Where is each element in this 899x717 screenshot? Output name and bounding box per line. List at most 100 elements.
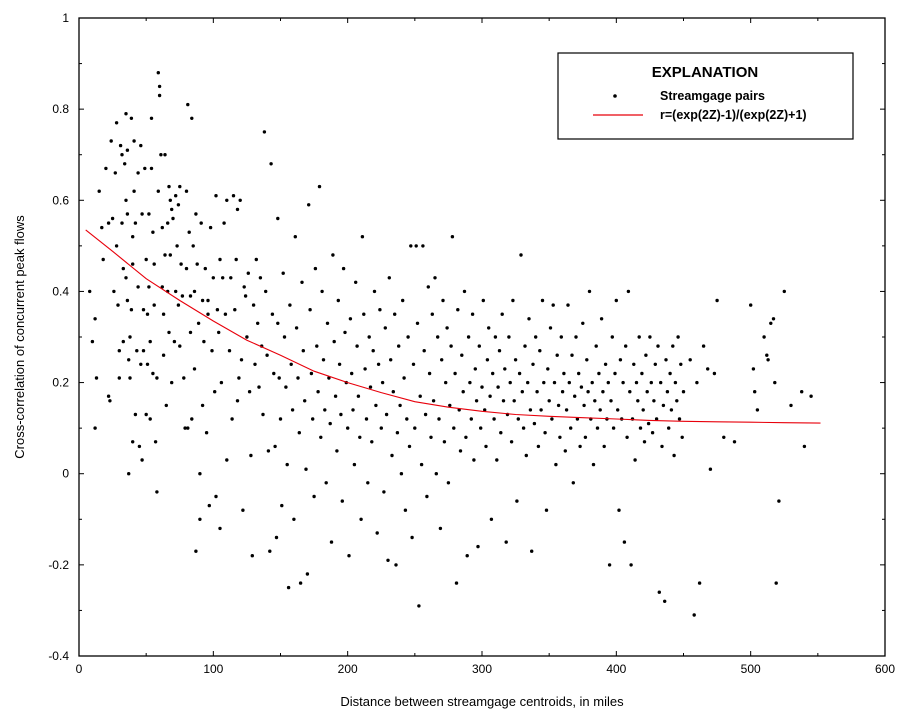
data-point <box>395 431 400 435</box>
data-point <box>132 139 136 143</box>
data-point <box>140 212 144 216</box>
data-point <box>583 435 588 439</box>
data-point <box>680 435 684 439</box>
data-point <box>208 225 213 230</box>
data-point <box>234 257 238 262</box>
data-point <box>671 344 675 348</box>
data-point <box>618 358 623 362</box>
data-point <box>444 380 448 385</box>
data-point <box>477 344 481 348</box>
data-point <box>585 358 589 362</box>
data-point <box>581 321 585 325</box>
data-point <box>186 102 190 107</box>
data-point <box>88 289 92 294</box>
data-point <box>777 499 781 503</box>
data-point <box>124 112 128 116</box>
x-tick-label: 500 <box>741 662 761 676</box>
data-point <box>223 312 228 316</box>
data-point <box>484 444 488 449</box>
legend-dot-marker <box>613 94 617 98</box>
data-point <box>269 162 273 166</box>
data-point <box>667 426 671 430</box>
data-point <box>524 453 528 458</box>
data-point <box>637 335 641 339</box>
data-point <box>774 581 778 585</box>
data-point <box>519 253 523 257</box>
data-point <box>677 417 682 421</box>
data-point <box>250 554 254 558</box>
data-point <box>214 194 218 198</box>
data-point <box>751 367 756 371</box>
data-point <box>633 458 637 462</box>
data-point <box>155 490 159 494</box>
data-point <box>773 380 777 385</box>
data-point <box>440 358 444 362</box>
data-point <box>270 312 275 316</box>
data-point <box>300 280 304 284</box>
data-point <box>560 390 565 394</box>
data-point <box>573 394 577 398</box>
data-point <box>512 399 516 403</box>
data-point <box>578 444 582 449</box>
data-point <box>532 421 537 426</box>
data-point <box>355 344 359 348</box>
data-point <box>378 308 382 312</box>
data-point <box>577 371 581 376</box>
data-point <box>200 403 205 408</box>
data-point <box>178 184 182 189</box>
x-tick-label: 100 <box>203 662 223 676</box>
data-point <box>114 121 119 125</box>
data-point <box>551 303 555 307</box>
data-point <box>336 298 340 303</box>
data-point <box>190 116 194 121</box>
data-point <box>307 203 311 207</box>
data-point <box>636 399 640 403</box>
data-point <box>657 590 661 594</box>
data-point <box>387 276 391 280</box>
data-point <box>517 371 522 376</box>
data-point <box>548 326 553 330</box>
data-point <box>476 544 480 549</box>
y-tick-label: 0.8 <box>52 102 69 116</box>
data-point <box>261 412 265 417</box>
data-point <box>595 426 600 430</box>
data-point <box>254 257 258 262</box>
data-point <box>187 230 191 234</box>
data-point <box>348 317 353 321</box>
y-tick-label: -0.4 <box>48 649 69 663</box>
data-point <box>492 417 496 421</box>
data-point <box>501 399 506 403</box>
data-point <box>125 148 130 152</box>
data-point <box>663 599 667 603</box>
data-point <box>278 417 283 421</box>
data-point <box>222 221 226 225</box>
data-point <box>555 353 559 357</box>
data-point <box>141 308 146 312</box>
data-point <box>642 440 647 444</box>
data-point <box>161 353 166 357</box>
data-point <box>644 353 648 357</box>
data-point <box>515 499 519 503</box>
data-point <box>174 194 178 198</box>
data-point <box>624 344 628 348</box>
data-point <box>609 399 613 403</box>
x-axis-label: Distance between streamgage centroids, i… <box>340 694 624 709</box>
data-point <box>285 462 289 467</box>
data-point <box>675 399 679 403</box>
data-point <box>346 426 350 430</box>
data-point <box>153 440 158 444</box>
data-point <box>679 362 683 366</box>
data-point <box>289 362 293 366</box>
data-point <box>375 531 379 535</box>
data-point <box>405 417 409 421</box>
data-point <box>167 184 171 189</box>
y-tick-label: 0.6 <box>52 193 69 207</box>
data-point <box>133 412 138 417</box>
data-point <box>367 335 371 339</box>
data-point <box>438 526 443 531</box>
data-point <box>351 408 355 412</box>
data-point <box>547 399 551 403</box>
data-point <box>688 358 692 362</box>
data-point <box>170 207 174 212</box>
data-point <box>610 335 614 339</box>
